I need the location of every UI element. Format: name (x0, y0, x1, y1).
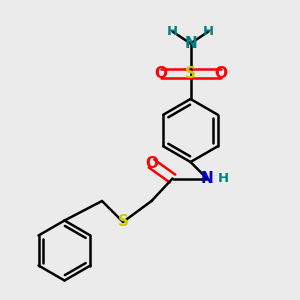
Text: S: S (118, 214, 128, 230)
Text: O: O (154, 66, 167, 81)
Text: O: O (214, 66, 227, 81)
Text: N: N (201, 171, 213, 186)
Text: O: O (145, 156, 158, 171)
Text: H: H (218, 172, 229, 185)
Text: N: N (184, 36, 197, 51)
Text: S: S (185, 66, 196, 81)
Text: H: H (203, 25, 214, 38)
Text: H: H (167, 25, 178, 38)
